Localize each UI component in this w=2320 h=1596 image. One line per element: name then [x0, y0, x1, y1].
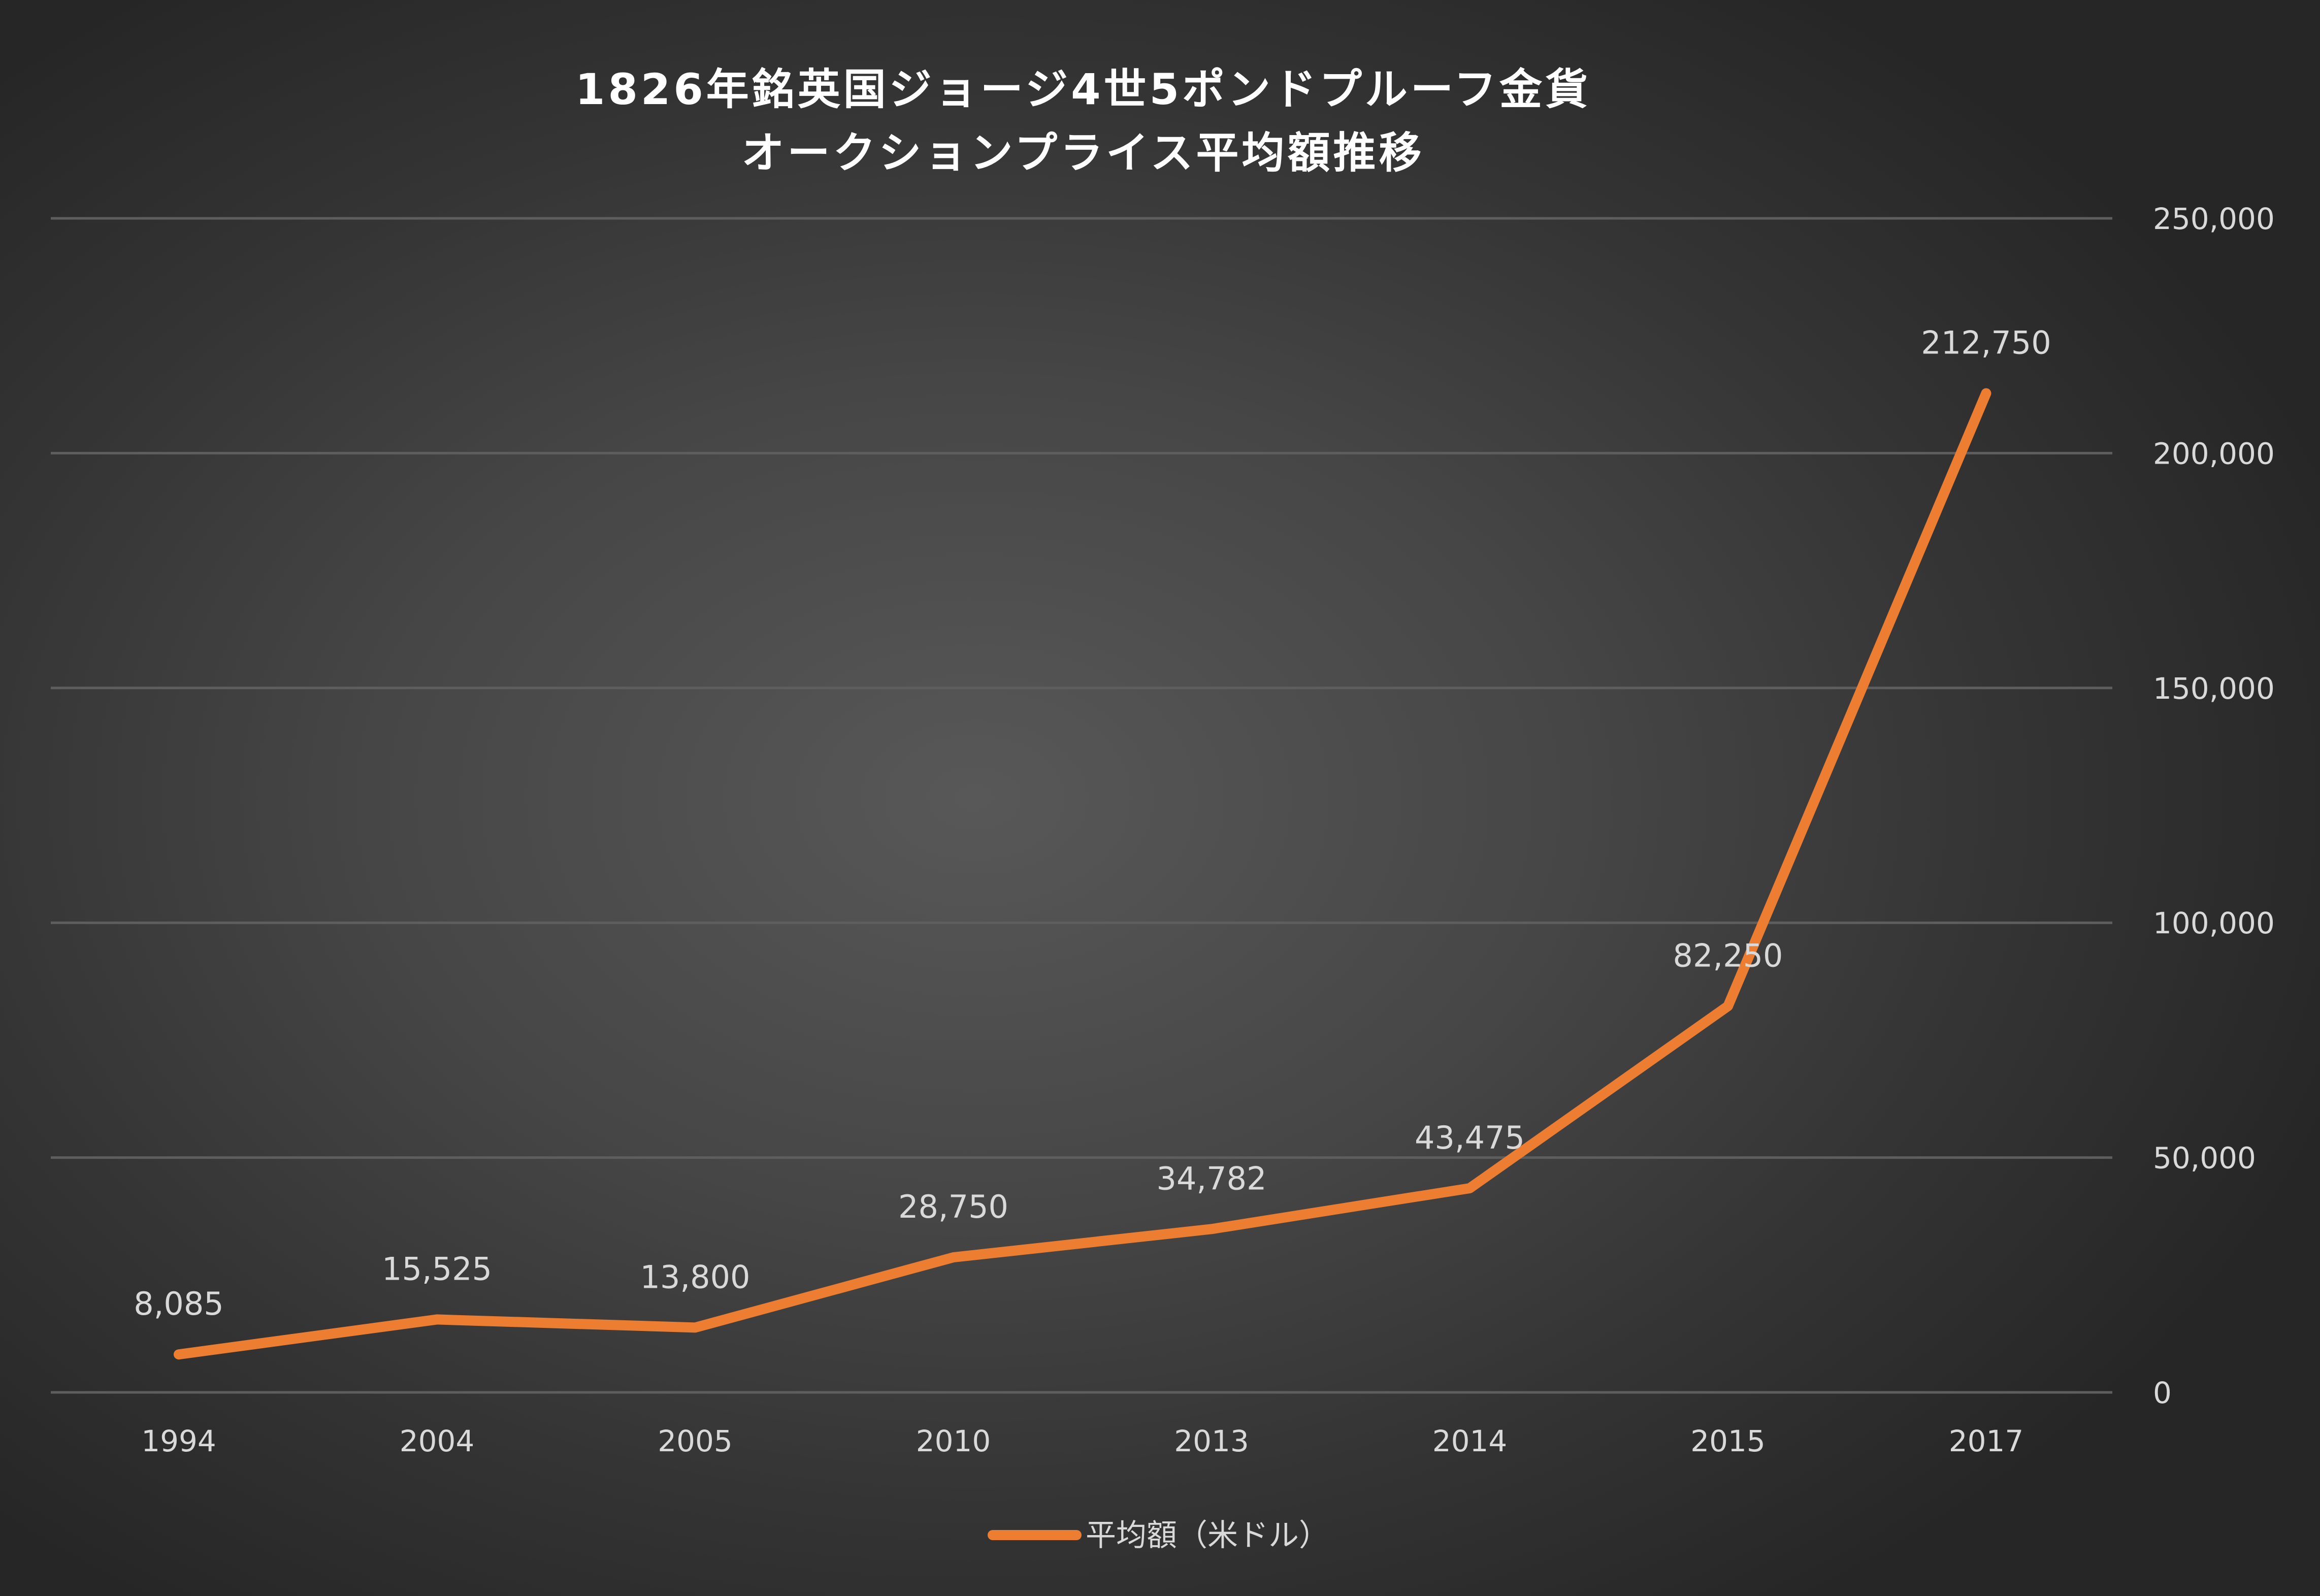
- y-tick-label-50000: 50,000: [2153, 1141, 2256, 1176]
- legend: 平均額（米ドル）: [988, 1518, 1329, 1553]
- y-tick-label-100000: 100,000: [2153, 906, 2275, 940]
- y-tick-label-150000: 150,000: [2153, 671, 2275, 706]
- data-label-2005: 13,800: [640, 1258, 750, 1295]
- series-line-0: [174, 388, 1991, 1360]
- x-axis-tick-labels: 1994 2004 2005 2010 2013 2014 2015 2017: [141, 1424, 2023, 1458]
- data-label-1994: 8,085: [134, 1285, 224, 1322]
- y-tick-label-250000: 250,000: [2153, 202, 2275, 236]
- data-label-2015: 82,250: [1673, 937, 1783, 974]
- data-label-2010: 28,750: [898, 1188, 1008, 1225]
- data-label-2004: 15,525: [382, 1250, 492, 1287]
- x-tick-label-2005: 2005: [658, 1424, 733, 1458]
- chart-title-line-1: 1826年銘英国ジョージ4世5ポンドプルーフ金貨: [575, 64, 1591, 114]
- x-tick-label-2004: 2004: [400, 1424, 475, 1458]
- x-tick-label-2010: 2010: [916, 1424, 991, 1458]
- data-label-2013: 34,782: [1157, 1160, 1267, 1197]
- x-tick-label-2015: 2015: [1690, 1424, 1766, 1458]
- y-tick-label-200000: 200,000: [2153, 436, 2275, 471]
- x-tick-label-2017: 2017: [1949, 1424, 2024, 1458]
- y-tick-label-0: 0: [2153, 1376, 2172, 1410]
- y-axis-tick-labels: 0 50,000 100,000 150,000 200,000 250,000: [2153, 202, 2275, 1410]
- data-label-2017: 212,750: [1921, 324, 2051, 361]
- chart-title-line-2: オークションプライス平均額推移: [742, 128, 1425, 178]
- gridlines: [51, 217, 2112, 1394]
- x-tick-label-2013: 2013: [1174, 1424, 1249, 1458]
- x-tick-label-2014: 2014: [1432, 1424, 1508, 1458]
- legend-label: 平均額（米ドル）: [1086, 1518, 1329, 1553]
- data-labels: 8,085 15,525 13,800 28,750 34,782 43,475 82,25…: [134, 324, 2051, 1322]
- x-tick-label-1994: 1994: [141, 1424, 216, 1458]
- data-label-2014: 43,475: [1415, 1119, 1525, 1156]
- series-average-price: [174, 388, 1991, 1360]
